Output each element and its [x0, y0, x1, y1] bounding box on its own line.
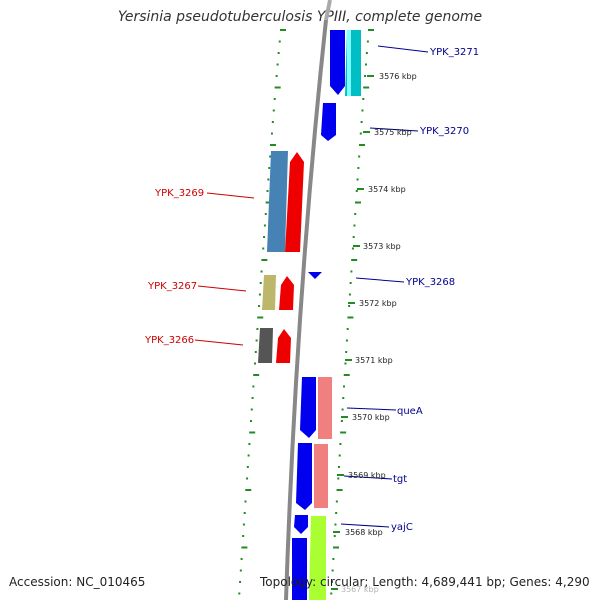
tick-label-3572: 3572 kbp — [359, 299, 397, 308]
leader-queA — [346, 407, 397, 411]
gene-block-queA[interactable] — [300, 377, 316, 438]
leader-YPK_3271 — [377, 45, 429, 53]
tick-label-3574: 3574 kbp — [368, 185, 406, 194]
gene-label-YPK_3269[interactable]: YPK_3269 — [154, 188, 204, 199]
leader-YPK_3270 — [369, 127, 419, 132]
leader-YPK_3268 — [355, 277, 405, 283]
tick-label-3570: 3570 kbp — [352, 413, 390, 422]
gene-label-YPK_3267[interactable]: YPK_3267 — [147, 281, 197, 292]
leader-YPK_3267 — [197, 285, 247, 292]
tick-label-3569: 3569 kbp — [348, 471, 386, 480]
gene-block-tgt[interactable] — [296, 443, 312, 510]
tick-label-3571: 3571 kbp — [355, 356, 393, 365]
gene-label-tgt[interactable]: tgt — [393, 474, 407, 485]
leader-yajC — [340, 523, 390, 528]
accession-text: Accession: NC_010465 — [9, 575, 146, 589]
gene-block-YPK_3269-a[interactable] — [267, 151, 288, 252]
genome-title: Yersinia pseudotuberculosis YPIII, compl… — [117, 9, 483, 25]
gene-block-yajC[interactable] — [294, 515, 308, 534]
leader-YPK_3269 — [206, 192, 255, 199]
gene-block-YPK_3271[interactable] — [330, 30, 345, 95]
tick-label-3575: 3575 kbp — [374, 128, 412, 137]
genome-backbone — [284, 19, 328, 600]
gene-label-YPK_3268[interactable]: YPK_3268 — [405, 277, 455, 288]
genome-stats-text: Topology: circular; Length: 4,689,441 bp… — [260, 575, 590, 589]
leader-tgt — [343, 475, 393, 480]
kbp-ticks: 3576 kbp 3575 kbp 3574 kbp 3573 kbp 3572… — [331, 72, 417, 594]
inner-dotted-ring — [330, 29, 374, 595]
gene-label-yajC[interactable]: yajC — [391, 522, 413, 533]
gene-block-YPK_3270[interactable] — [321, 103, 336, 141]
gene-label-YPK_3271[interactable]: YPK_3271 — [429, 47, 479, 58]
gene-block-queA-partner[interactable] — [318, 377, 332, 439]
tick-label-3568: 3568 kbp — [345, 528, 383, 537]
gene-block-YPK_3268[interactable] — [308, 272, 322, 279]
gene-block-lime[interactable] — [309, 516, 326, 600]
gene-block-YPK_3266-b[interactable] — [276, 329, 291, 363]
gene-label-queA[interactable]: queA — [397, 406, 423, 417]
gene-block-YPK_3267-b[interactable] — [279, 276, 294, 310]
outer-dotted-ring — [238, 29, 286, 595]
leader-YPK_3266 — [194, 339, 244, 346]
gene-block-YPK_3266-a[interactable] — [258, 328, 273, 363]
gene-block-cyan-light — [347, 30, 351, 96]
gene-block-YPK_3267-a[interactable] — [262, 275, 276, 310]
gene-label-YPK_3266[interactable]: YPK_3266 — [144, 335, 194, 346]
tick-label-3573: 3573 kbp — [363, 242, 401, 251]
tick-label-3567: 3567 kbp — [341, 585, 379, 594]
gene-block-bottom-blue[interactable] — [292, 538, 307, 600]
genome-backbone-highlight — [324, 0, 332, 21]
gene-label-YPK_3270[interactable]: YPK_3270 — [419, 126, 469, 137]
gene-block-YPK_3269-b[interactable] — [285, 152, 304, 252]
gene-block-tgt-partner[interactable] — [314, 444, 328, 508]
tick-label-3576: 3576 kbp — [379, 72, 417, 81]
